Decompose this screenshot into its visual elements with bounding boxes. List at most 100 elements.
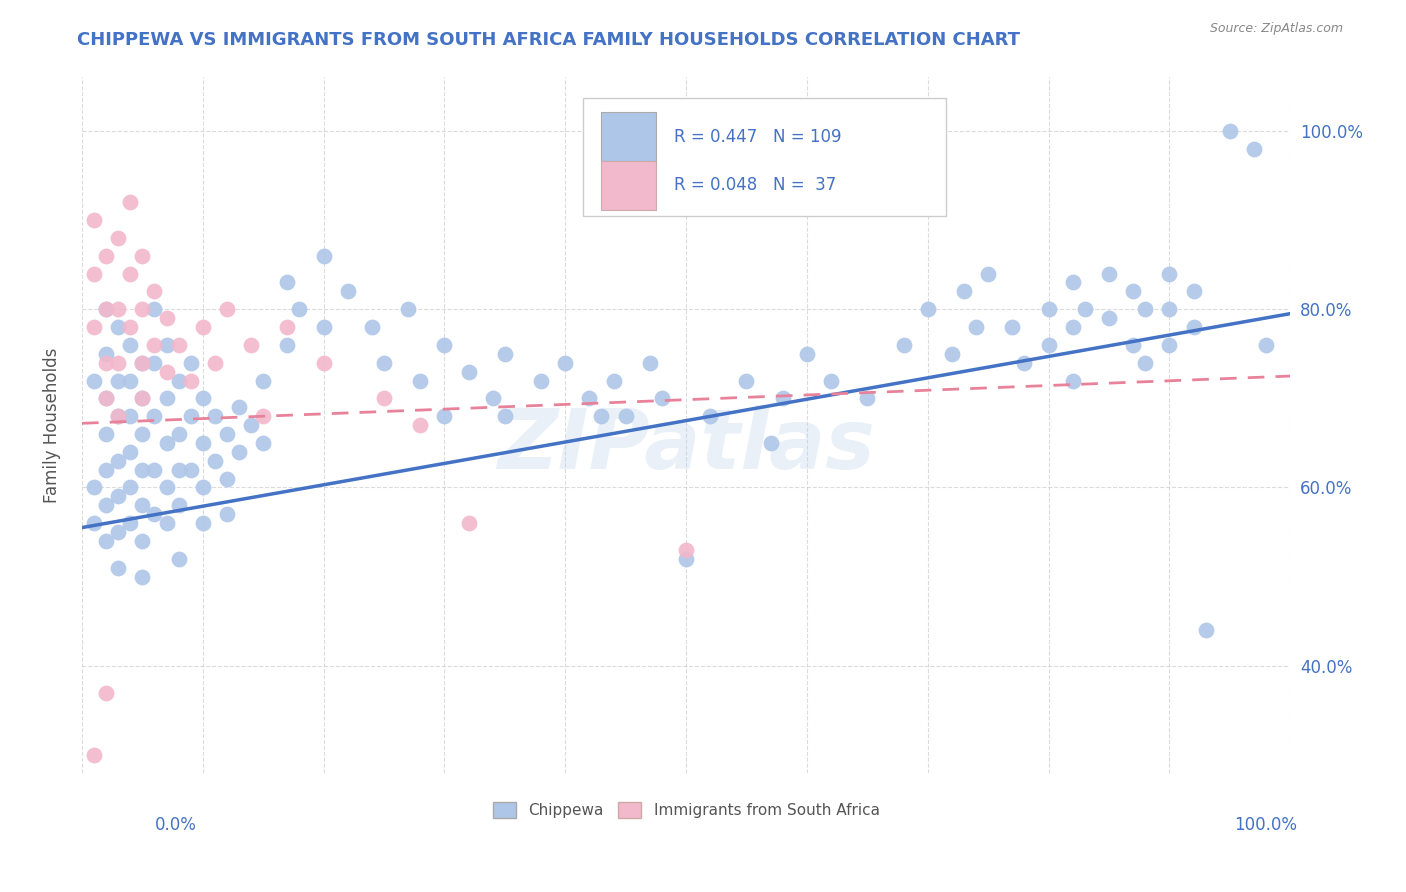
Point: [131, 249, 153, 263]
Point: [893, 338, 915, 352]
Point: [155, 392, 177, 406]
Point: [94, 533, 117, 548]
Point: [120, 320, 142, 334]
Point: [1219, 124, 1241, 138]
Point: [120, 374, 142, 388]
Point: [591, 409, 613, 424]
Point: [977, 267, 1000, 281]
Point: [1038, 302, 1060, 317]
Point: [1254, 338, 1277, 352]
Point: [120, 195, 142, 210]
Point: [494, 347, 516, 361]
Point: [83, 481, 105, 495]
Point: [143, 507, 166, 521]
Point: [1098, 267, 1121, 281]
Point: [312, 249, 335, 263]
Point: [94, 427, 117, 442]
Point: [409, 418, 432, 433]
Point: [94, 463, 117, 477]
Point: [120, 481, 142, 495]
Point: [481, 392, 503, 406]
Point: [1159, 338, 1181, 352]
Point: [554, 356, 576, 370]
Text: Source: ZipAtlas.com: Source: ZipAtlas.com: [1209, 22, 1343, 36]
FancyBboxPatch shape: [583, 98, 946, 217]
Point: [120, 267, 142, 281]
Point: [180, 356, 202, 370]
Point: [215, 427, 238, 442]
Point: [1122, 338, 1144, 352]
Point: [155, 436, 177, 450]
Point: [107, 302, 129, 317]
Point: [191, 320, 214, 334]
Point: [180, 409, 202, 424]
Point: [155, 481, 177, 495]
Point: [276, 320, 298, 334]
Point: [1159, 302, 1181, 317]
Point: [965, 320, 987, 334]
Point: [494, 409, 516, 424]
Point: [131, 569, 153, 583]
Point: [107, 320, 129, 334]
Point: [107, 560, 129, 574]
Point: [83, 516, 105, 530]
Point: [143, 285, 166, 299]
Point: [83, 320, 105, 334]
Point: [167, 374, 190, 388]
Point: [820, 374, 842, 388]
Point: [204, 356, 226, 370]
Point: [94, 302, 117, 317]
Point: [856, 392, 879, 406]
Point: [167, 427, 190, 442]
Point: [252, 374, 274, 388]
Point: [120, 516, 142, 530]
Point: [83, 267, 105, 281]
Point: [131, 427, 153, 442]
Point: [180, 463, 202, 477]
Point: [1159, 267, 1181, 281]
Point: [83, 747, 105, 762]
Point: [1133, 302, 1156, 317]
Point: [1062, 374, 1084, 388]
Point: [120, 338, 142, 352]
Point: [155, 338, 177, 352]
Point: [409, 374, 432, 388]
Point: [288, 302, 311, 317]
Point: [107, 409, 129, 424]
Point: [602, 374, 624, 388]
Point: [204, 454, 226, 468]
Point: [433, 409, 456, 424]
Point: [143, 302, 166, 317]
Point: [94, 302, 117, 317]
Point: [530, 374, 553, 388]
Point: [107, 409, 129, 424]
Point: [143, 356, 166, 370]
Point: [1194, 623, 1216, 637]
Point: [131, 498, 153, 512]
Text: 100.0%: 100.0%: [1234, 815, 1296, 833]
Point: [433, 338, 456, 352]
Point: [336, 285, 359, 299]
Point: [361, 320, 384, 334]
Point: [155, 311, 177, 326]
Point: [191, 436, 214, 450]
Point: [167, 498, 190, 512]
Point: [638, 356, 661, 370]
Point: [131, 302, 153, 317]
Point: [1014, 356, 1036, 370]
Point: [578, 392, 600, 406]
Point: [759, 436, 782, 450]
Point: [312, 320, 335, 334]
Point: [396, 302, 419, 317]
Point: [1001, 320, 1024, 334]
Text: ZIPatlas: ZIPatlas: [498, 406, 875, 486]
Point: [143, 409, 166, 424]
Point: [131, 463, 153, 477]
Point: [143, 338, 166, 352]
Point: [614, 409, 637, 424]
Point: [1133, 356, 1156, 370]
Point: [131, 392, 153, 406]
Point: [94, 347, 117, 361]
Point: [457, 365, 479, 379]
Point: [94, 392, 117, 406]
